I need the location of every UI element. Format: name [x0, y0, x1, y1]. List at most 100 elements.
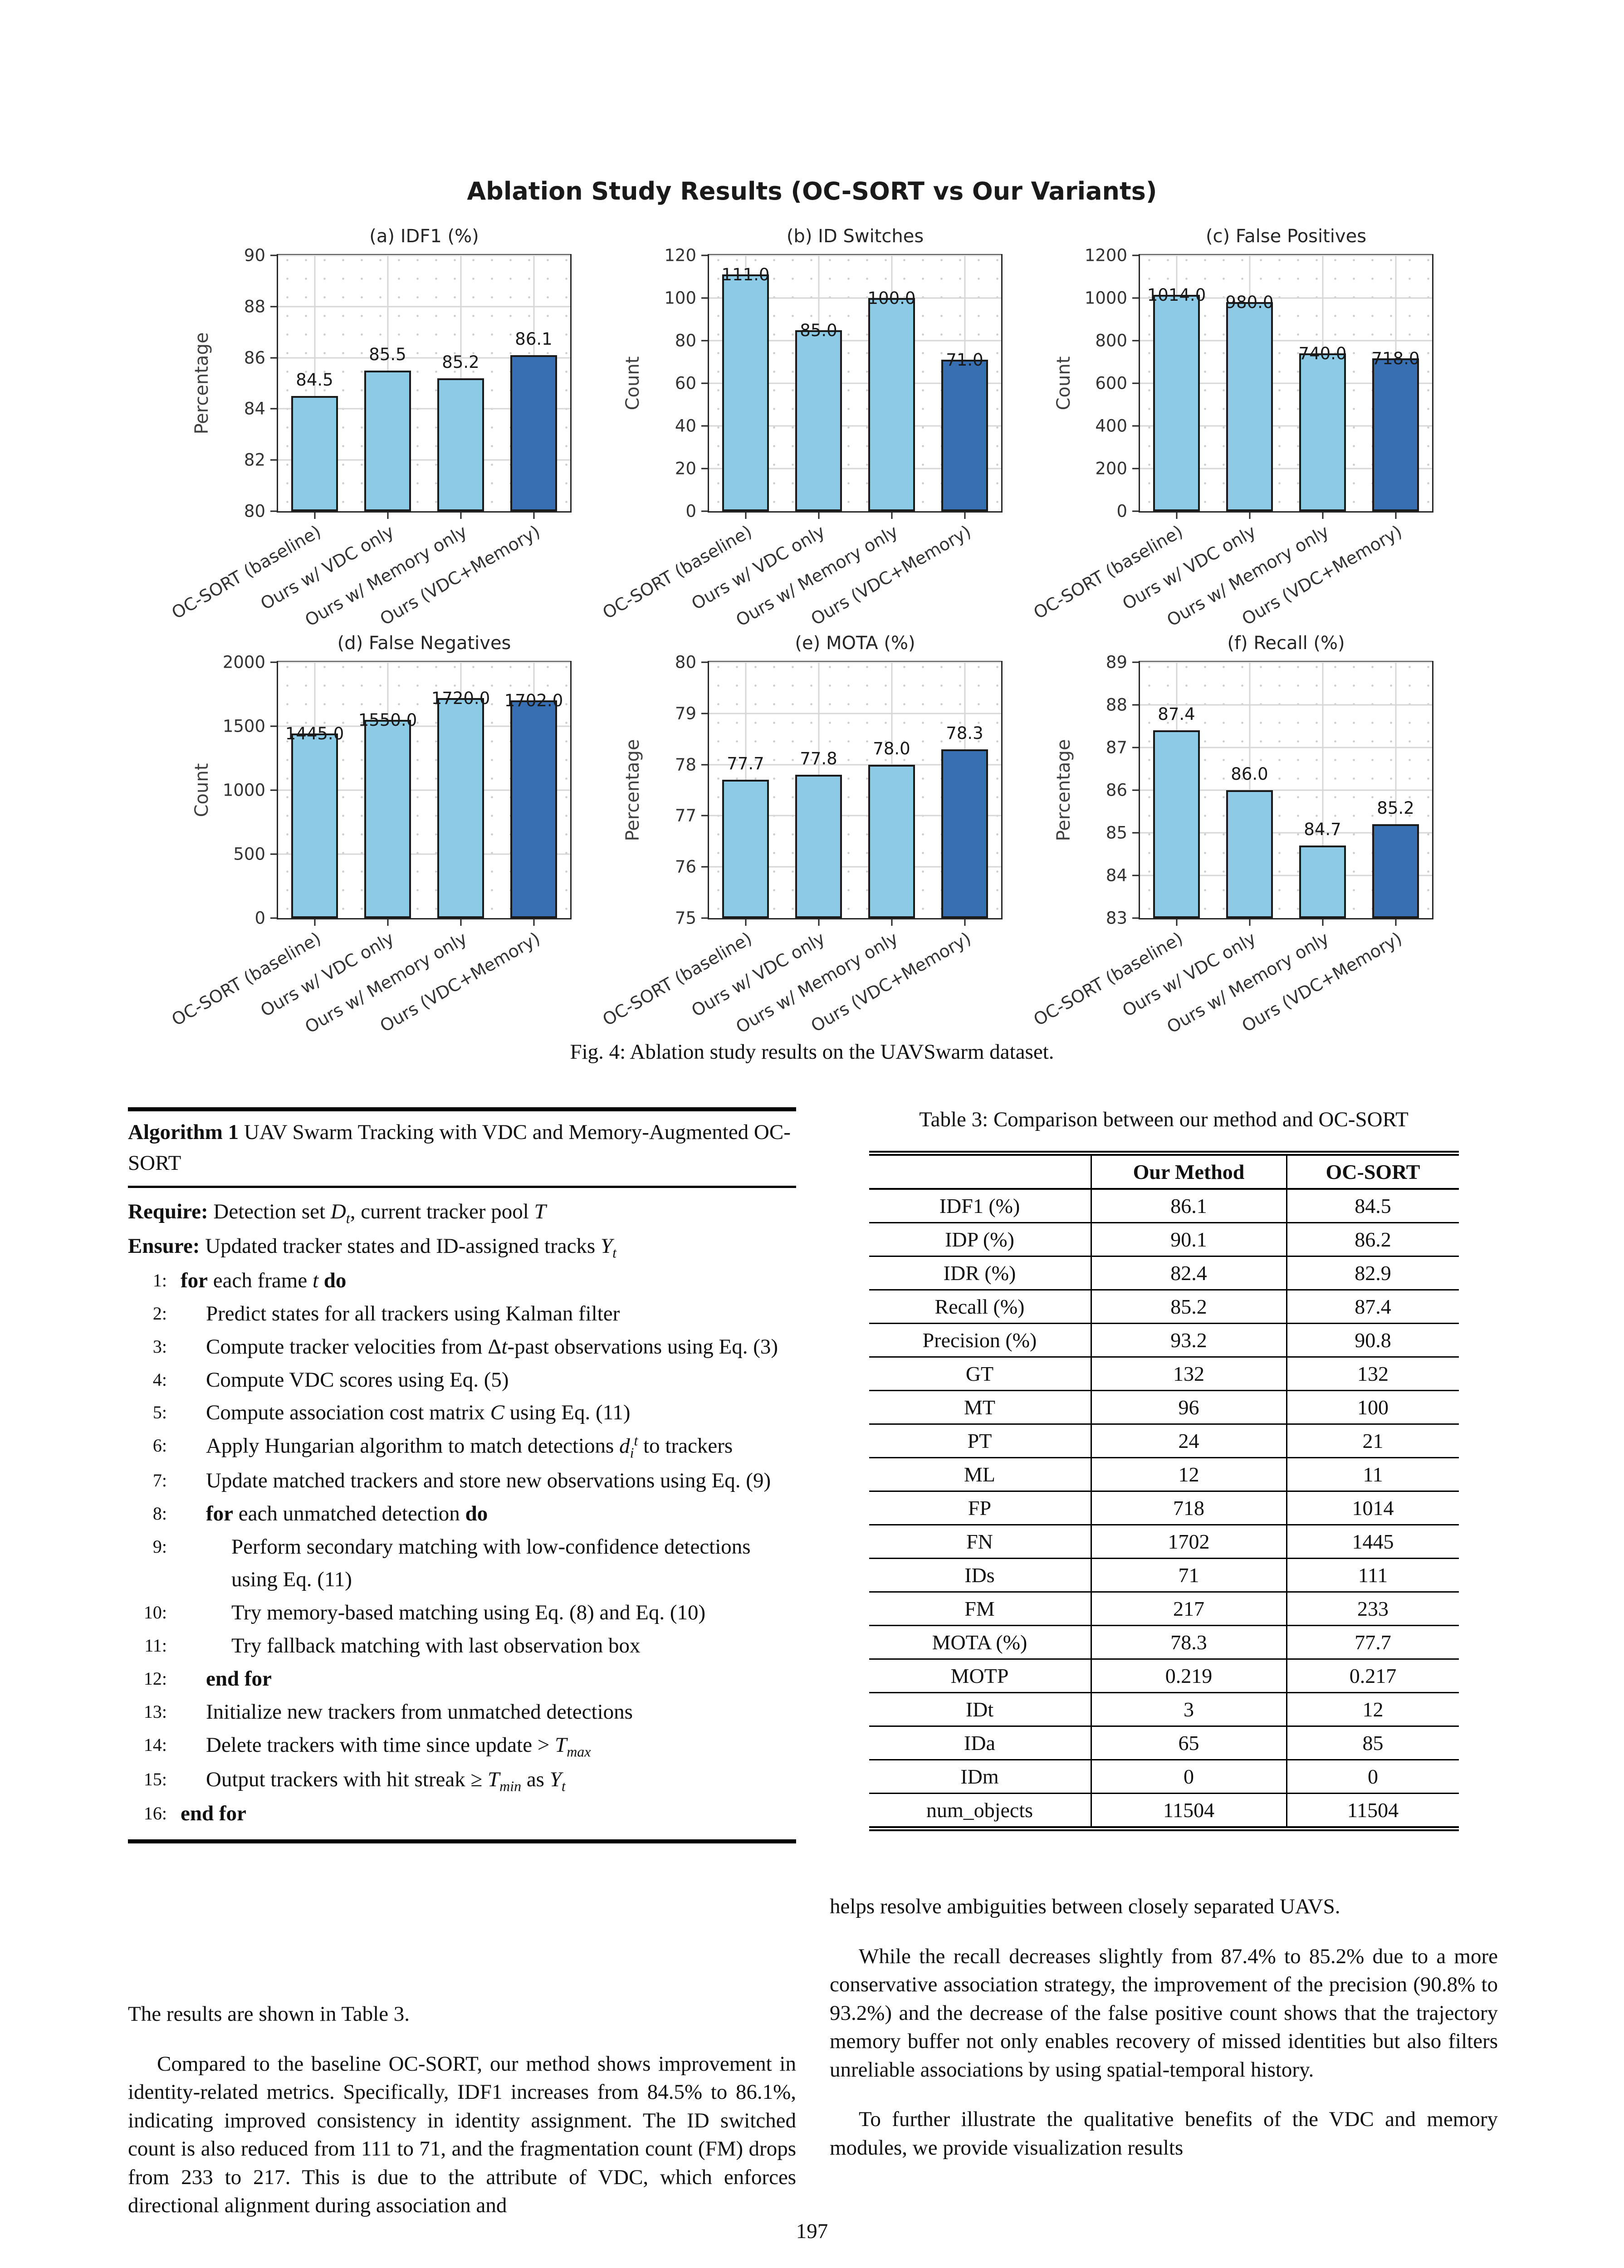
tick-mark: [533, 511, 534, 519]
bar-value-label: 740.0: [1298, 344, 1347, 364]
tick-mark: [314, 918, 315, 926]
gridline: [278, 254, 570, 256]
table-cell: 1014: [1286, 1491, 1459, 1525]
y-tick-label: 40: [675, 416, 696, 436]
y-tick-label: 500: [233, 844, 265, 864]
body-paragraph: To further illustrate the qualitative be…: [830, 2107, 1498, 2160]
y-axis-label: Percentage: [1053, 739, 1074, 841]
table-row: FN 1702 1445: [869, 1524, 1459, 1559]
tick-mark: [701, 468, 709, 469]
chart-title-c: (c) False Positives: [1205, 226, 1367, 247]
algorithm-line-text: Initialize new trackers from unmatched d…: [206, 1700, 633, 1724]
plot-box: 83 84 85 86 87 88 89 OC-SORT (baseline) Ours w/ …: [1030, 653, 1433, 1037]
gridline: [1140, 832, 1432, 834]
table-cell: 87.4: [1286, 1289, 1459, 1324]
table-cell: 11504: [1286, 1793, 1459, 1829]
bar-f-1: [1226, 790, 1273, 918]
y-tick-label: 84: [244, 399, 265, 419]
gridline: [278, 853, 570, 855]
y-tick-label: 86: [244, 348, 265, 368]
table-column-header: OC-SORT: [1286, 1153, 1459, 1190]
algorithm-line: 14: Delete trackers with time since updat…: [128, 1729, 796, 1763]
algorithm-line-text: Compute tracker velocities from Δt-past …: [206, 1334, 778, 1359]
gridline: [1140, 297, 1432, 299]
table-row: IDP (%) 90.1 86.2: [869, 1222, 1459, 1256]
plot-box: 0 20 40 60 80 100 120 OC-SORT (baseline) Ours w/…: [599, 246, 1003, 631]
body-paragraph: While the recall decreases slightly from…: [830, 1944, 1498, 2082]
chart-title-d: (d) False Negatives: [337, 633, 511, 654]
bar-value-label: 78.0: [873, 738, 910, 758]
table-row: IDt 3 12: [869, 1692, 1459, 1726]
table-caption: Table 3: Comparison between our method a…: [919, 1108, 1409, 1131]
tick-mark: [387, 511, 388, 519]
table-column-header: [869, 1153, 1091, 1190]
bar-value-label: 84.5: [296, 370, 333, 390]
tick-mark: [745, 918, 746, 926]
table-cell: 21: [1286, 1423, 1459, 1458]
gridline: [1140, 704, 1432, 706]
figure-4: Ablation Study Results (OC-SORT vs Our V…: [0, 0, 1624, 1064]
plot-area-c: Count 0 200 400 600 800 1000 1200 OC-SORT (basel…: [1030, 246, 1433, 631]
table-cell: GT: [869, 1356, 1091, 1391]
chart-c: (c) False Positives Count 0 200 400 600 800 100…: [1030, 226, 1433, 631]
y-tick-label: 88: [244, 297, 265, 317]
right-column: Table 3: Comparison between our method a…: [830, 1107, 1498, 2241]
algorithm-line-number: 8:: [152, 1503, 167, 1524]
table-row: MOTP 0.219 0.217: [869, 1658, 1459, 1693]
bar-d-3: [510, 700, 557, 918]
gridline: [1140, 875, 1432, 876]
bar-d-1: [364, 719, 411, 918]
bar-e-0: [722, 780, 769, 918]
bar-e-2: [868, 764, 915, 918]
tick-mark: [701, 425, 709, 427]
table-cell: 85.2: [1090, 1289, 1286, 1324]
table-cell: Recall (%): [869, 1289, 1091, 1324]
tick-mark: [1132, 297, 1140, 299]
algorithm-line-text: Compute VDC scores using Eq. (5): [206, 1368, 509, 1392]
page-number: 197: [796, 2219, 828, 2243]
y-tick-label: 82: [244, 450, 265, 470]
plot-box: 0 500 1000 1500 2000 OC-SORT (baseline) Ours w…: [168, 653, 572, 1037]
table-cell: 71: [1090, 1558, 1286, 1592]
chart-title-a: (a) IDF1 (%): [369, 226, 479, 247]
tick-mark: [701, 340, 709, 342]
tick-mark: [701, 510, 709, 512]
y-tick-label: 79: [675, 704, 696, 723]
gridline: [709, 661, 1001, 663]
table-cell: 24: [1090, 1423, 1286, 1458]
tick-mark: [818, 511, 819, 519]
table-row: FP 718 1014: [869, 1491, 1459, 1525]
table-cell: 86.1: [1090, 1189, 1286, 1223]
tick-mark: [1322, 918, 1323, 926]
gridline: [278, 789, 570, 791]
ensure-label: Ensure:: [128, 1234, 200, 1258]
tick-mark: [270, 408, 278, 410]
tick-mark: [1132, 382, 1140, 384]
tick-mark: [964, 511, 965, 519]
gridline: [1140, 425, 1432, 427]
tick-mark: [1176, 918, 1177, 926]
bar-value-label: 86.0: [1231, 764, 1268, 784]
plot-box: 80 82 84 86 88 90 OC-SORT (baseline) Ours w/ VD…: [168, 246, 572, 631]
tick-mark: [387, 918, 388, 926]
algorithm-line-number: 15:: [143, 1769, 167, 1789]
table-row: PT 24 21: [869, 1423, 1459, 1458]
y-tick-label: 83: [1105, 908, 1127, 928]
algorithm-line-text: Try memory-based matching using Eq. (8) …: [231, 1601, 706, 1625]
plot-area-a: Percentage 80 82 84 86 88 90 OC-SORT (baseline)…: [168, 246, 572, 631]
algorithm-line: 11: Try fallback matching with last obser…: [128, 1629, 796, 1662]
table-cell: IDs: [869, 1558, 1091, 1592]
table-cell: 11504: [1090, 1793, 1286, 1829]
bar-value-label: 1550.0: [358, 710, 417, 730]
plot-box: 75 76 77 78 79 80 OC-SORT (baseline) Ours w/ VD…: [599, 653, 1003, 1037]
algorithm-line: 5: Compute association cost matrix C usin…: [128, 1396, 796, 1429]
tick-mark: [1132, 917, 1140, 919]
bar-f-0: [1153, 730, 1200, 918]
tick-mark: [270, 917, 278, 919]
algorithm-line: 4: Compute VDC scores using Eq. (5): [128, 1364, 796, 1397]
two-column-body: Algorithm 1 UAV Swarm Tracking with VDC …: [0, 1107, 1624, 2241]
algorithm-line-number: 5:: [152, 1402, 167, 1423]
algorithm-line-number: 11:: [144, 1635, 167, 1656]
tick-mark: [701, 297, 709, 299]
